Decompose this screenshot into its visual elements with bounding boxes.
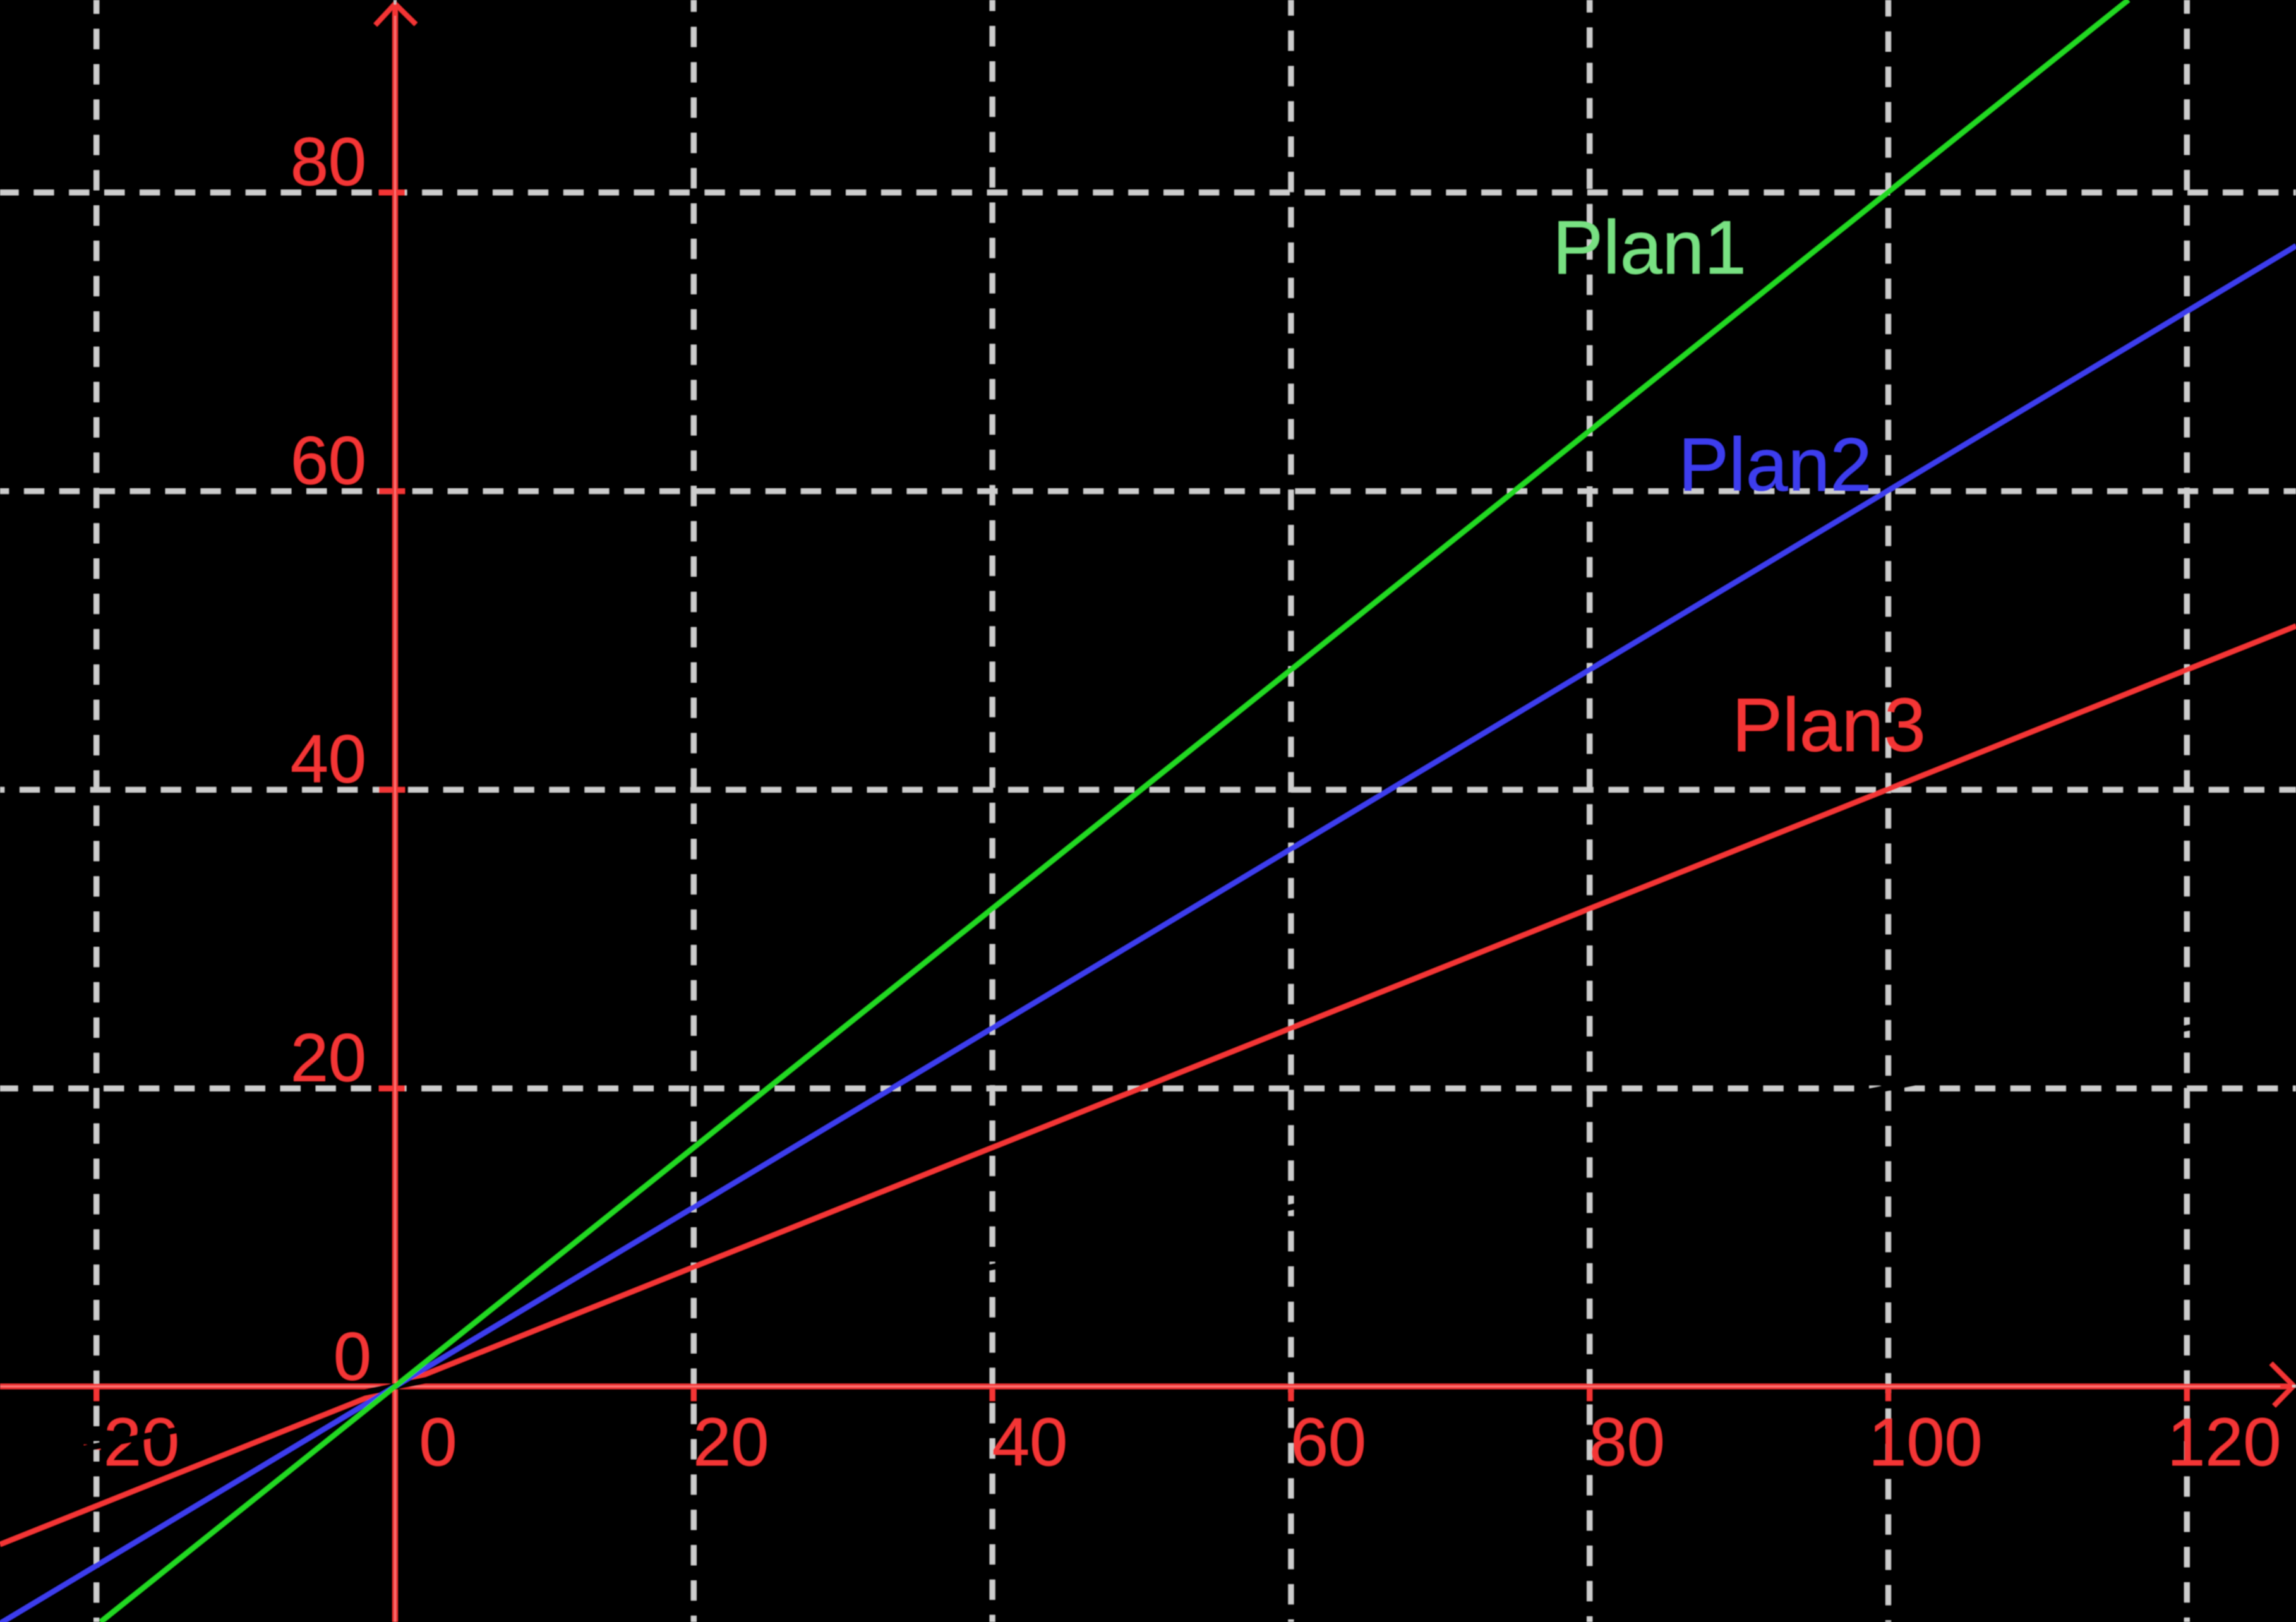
svg-text:60: 60: [1290, 1403, 1366, 1480]
svg-text:40: 40: [291, 721, 366, 797]
svg-text:Plan2: Plan2: [1678, 423, 1872, 507]
svg-text:Plan3: Plan3: [1732, 683, 1926, 767]
svg-text:20: 20: [291, 1019, 366, 1096]
svg-text:80: 80: [1589, 1403, 1665, 1480]
svg-text:100: 100: [1868, 1403, 1982, 1480]
svg-text:60: 60: [291, 422, 366, 498]
svg-text:40: 40: [992, 1403, 1067, 1480]
svg-text:120: 120: [2167, 1403, 2281, 1480]
svg-text:0: 0: [419, 1403, 457, 1480]
svg-text:Plan1: Plan1: [1553, 205, 1746, 290]
svg-text:0: 0: [334, 1318, 371, 1394]
svg-text:80: 80: [291, 123, 366, 200]
svg-text:20: 20: [693, 1403, 769, 1480]
